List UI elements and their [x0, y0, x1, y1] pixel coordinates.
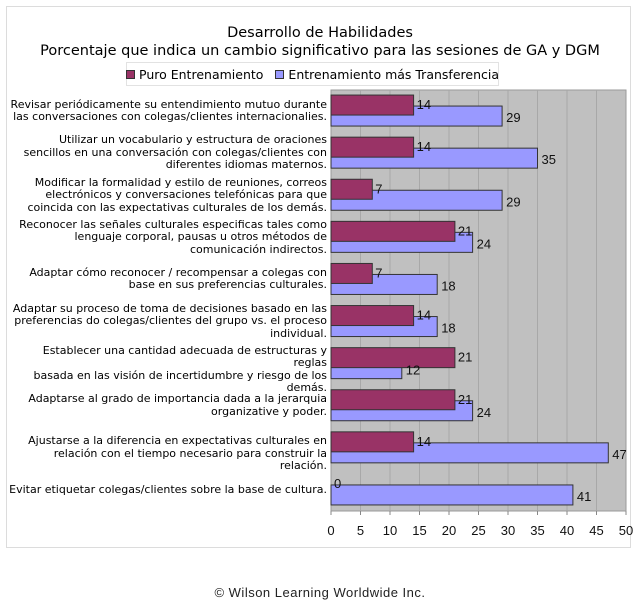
category-label-line: Evitar etiquetar colegas/clientes sobre … — [9, 482, 327, 496]
category-label-line: Ajustarse a la diferencia en expectativa… — [28, 434, 327, 448]
category-label-line: demás. — [286, 381, 327, 395]
category-label: Adaptar cómo reconocer / recompensar a c… — [7, 265, 327, 292]
category-label: Reconocer las señales culturales especif… — [7, 217, 328, 257]
category-label-line: sencillos en una conversación con colega… — [23, 145, 327, 159]
legend-item-transferencia: Entrenamiento más Transferencia — [275, 67, 499, 82]
category-label: Ajustarse a la diferencia en expectativa… — [7, 435, 327, 473]
category-label-line: Establecer una cantidad adecuada de estr… — [42, 343, 327, 370]
chart-subtitle: Porcentaje que indica un cambio signific… — [40, 43, 600, 59]
category-label: Evitar etiquetar colegas/clientes sobre … — [7, 482, 327, 497]
legend-swatch-puro — [126, 69, 136, 79]
category-label-line: base en sus preferencias culturales. — [128, 278, 327, 292]
category-label: Utilizar un vocabulario y estructura de … — [7, 134, 327, 172]
category-label-line: basada en las visión de incertidumbre y … — [33, 368, 327, 382]
legend-label-transferencia: Entrenamiento más Transferencia — [288, 66, 499, 82]
category-label-line: coincida con las expectativas culturales… — [27, 200, 327, 214]
category-label-line: Adaptar su proceso de toma de decisiones… — [12, 301, 327, 315]
category-label-line: individual. — [270, 326, 327, 340]
category-label-line: Utilizar un vocabulario y estructura de … — [58, 133, 327, 147]
category-label-line: electrónicos y conversaciones telefónica… — [45, 188, 327, 201]
category-label: Adaptarse al grado de importancia dada a… — [7, 393, 327, 418]
category-label-line: las conversaciones con colegas/clientes … — [13, 110, 327, 124]
category-label-line: diferentes idiomas maternos. — [165, 158, 327, 172]
category-label-line: Revisar periódicamente su entendimiento … — [10, 97, 327, 111]
category-label: Adaptar su proceso de toma de decisiones… — [7, 301, 327, 341]
category-label-line: Reconocer las señales culturales especif… — [19, 217, 327, 231]
chart-title: Desarrollo de Habilidades — [227, 25, 413, 41]
legend-label-puro: Puro Entrenamiento — [139, 66, 264, 82]
legend-item-puro: Puro Entrenamiento — [126, 67, 263, 82]
category-label-line: organizative y poder. — [211, 404, 327, 418]
category-label-line: Adaptar cómo reconocer / recompensar a c… — [29, 265, 327, 279]
category-label-line: relación con el tiempo necesario para co… — [53, 446, 327, 473]
category-label-line: Adaptarse al grado de importancia dada a… — [28, 392, 327, 406]
category-label: Revisar periódicamente su entendimiento … — [7, 97, 327, 124]
chart-legend: Puro Entrenamiento Entrenamiento más Tra… — [126, 62, 499, 86]
category-label-line: comunicación indirectos. — [189, 242, 327, 256]
category-label: Modificar la formalidad y estilo de reun… — [7, 175, 327, 215]
category-label-line: preferencias do colegas/clientes del gru… — [14, 314, 327, 328]
category-label-line: Modificar la formalidad y estilo de reun… — [34, 175, 327, 189]
copyright-text: © Wilson Learning Worldwide Inc. — [214, 585, 426, 600]
legend-swatch-transferencia — [275, 69, 285, 79]
category-label-line: lenguaje corporal, pausas u otros método… — [74, 230, 328, 244]
category-label: Establecer una cantidad adecuada de estr… — [7, 343, 327, 395]
